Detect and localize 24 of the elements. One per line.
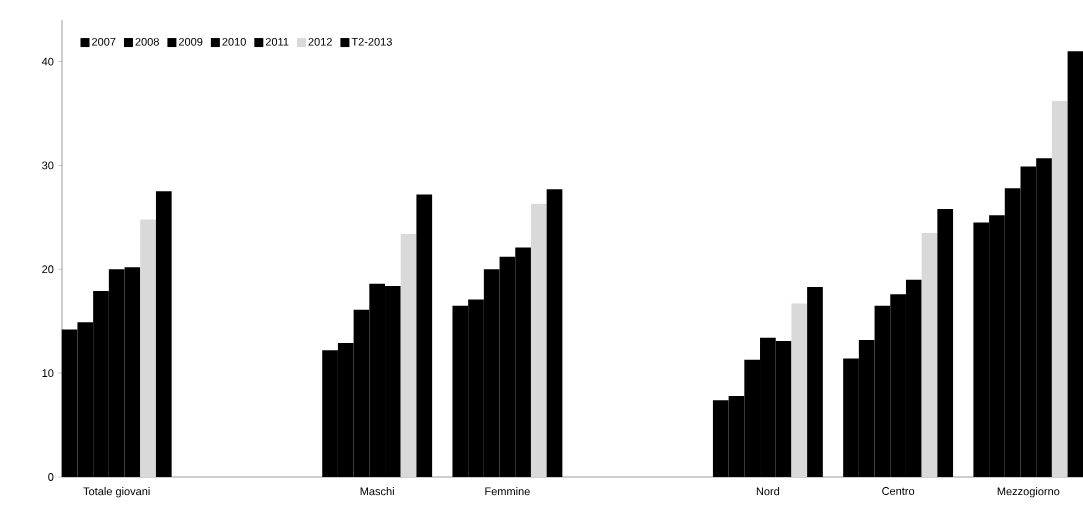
legend-label: 2008 — [135, 37, 159, 46]
legend-label: 2011 — [265, 37, 289, 46]
x-tick-label: Femmine — [485, 487, 530, 496]
legend-label: 2007 — [92, 37, 116, 46]
x-tick-label: Centro — [882, 487, 915, 495]
bar — [140, 219, 156, 477]
legend-label: T2-2013 — [351, 37, 392, 46]
legend-label: 2009 — [178, 37, 203, 46]
legend-label: 2012 — [308, 37, 332, 46]
x-tick-label: Totale giovani — [83, 487, 150, 498]
y-tick-label: 20 — [42, 265, 54, 274]
x-tick-label: Maschi — [360, 487, 394, 496]
y-tick-label: 30 — [42, 161, 54, 170]
bar — [400, 233, 417, 477]
x-tick-label: Mezzogiorno — [997, 487, 1060, 498]
y-tick-label: 40 — [41, 57, 54, 66]
x-tick-label: Nord — [756, 487, 780, 496]
y-tick-label: 0 — [48, 473, 54, 481]
bar — [791, 303, 808, 477]
bar — [530, 203, 547, 477]
bar — [921, 232, 938, 477]
bar — [1051, 101, 1068, 477]
legend-label: 2010 — [222, 37, 246, 46]
y-tick-label: 10 — [42, 369, 54, 378]
